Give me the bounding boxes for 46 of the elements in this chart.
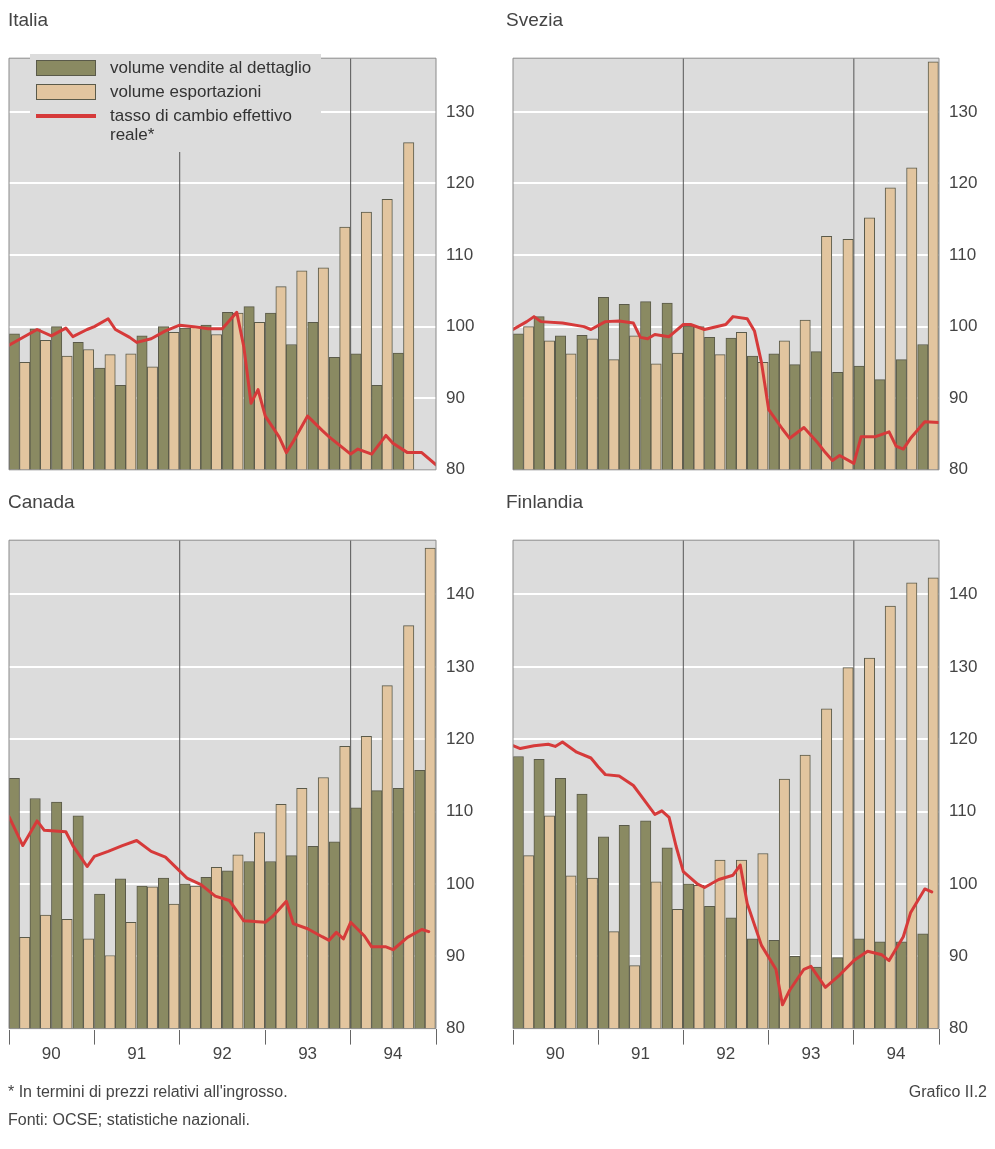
y-tick-label: 80 <box>446 459 465 479</box>
y-tick-label: 90 <box>446 387 465 407</box>
y-tick-label: 110 <box>446 801 474 821</box>
x-tick-label: 92 <box>716 1044 736 1064</box>
x-tick-label: 93 <box>298 1044 318 1064</box>
text: Grafico II.2 <box>907 1083 988 1101</box>
x-tick-label: 93 <box>801 1044 821 1064</box>
y-tick-label: 90 <box>446 945 465 965</box>
y-tick-label: 120 <box>446 173 475 193</box>
y-tick-label: 110 <box>949 801 977 821</box>
y-tick-label: 130 <box>446 656 475 676</box>
chart-title: Italia <box>7 8 50 32</box>
legend-label: tasso di cambio effettivo reale* <box>110 106 294 144</box>
text: * In termini di prezzi relativi all'ingrosso. <box>7 1083 289 1101</box>
y-tick-label: 90 <box>949 387 968 407</box>
y-tick-label: 130 <box>949 656 978 676</box>
x-tick-label: 92 <box>212 1044 232 1064</box>
x-tick-label: 91 <box>630 1044 650 1064</box>
y-tick-label: 80 <box>949 1018 968 1038</box>
y-tick-label: 120 <box>949 173 978 193</box>
legend-label: volume esportazioni <box>110 82 262 101</box>
chart-title: Canada <box>7 490 76 514</box>
y-tick-label: 100 <box>446 316 475 336</box>
y-tick-label: 80 <box>949 459 968 479</box>
y-tick-label: 130 <box>949 101 978 121</box>
y-tick-label: 100 <box>949 873 978 893</box>
x-tick-label: 94 <box>886 1044 906 1064</box>
y-tick-label: 120 <box>446 728 475 748</box>
legend-label: volume vendite al dettaglio <box>110 58 312 77</box>
y-tick-label: 100 <box>446 873 475 893</box>
y-tick-label: 130 <box>446 101 475 121</box>
y-tick-label: 140 <box>949 584 978 604</box>
x-tick-label: 90 <box>41 1044 61 1064</box>
y-tick-label: 140 <box>446 584 475 604</box>
y-tick-label: 100 <box>949 316 978 336</box>
y-tick-label: 90 <box>949 945 968 965</box>
y-tick-label: 120 <box>949 728 978 748</box>
y-tick-label: 110 <box>949 244 977 264</box>
x-tick-label: 94 <box>383 1044 403 1064</box>
text: Fonti: OCSE; statistiche nazionali. <box>7 1111 251 1129</box>
y-tick-label: 110 <box>446 244 474 264</box>
chart-title: Svezia <box>505 8 565 32</box>
x-tick-label: 90 <box>545 1044 565 1064</box>
y-tick-label: 80 <box>446 1018 465 1038</box>
x-tick-label: 91 <box>127 1044 147 1064</box>
chart-title: Finlandia <box>505 490 585 514</box>
